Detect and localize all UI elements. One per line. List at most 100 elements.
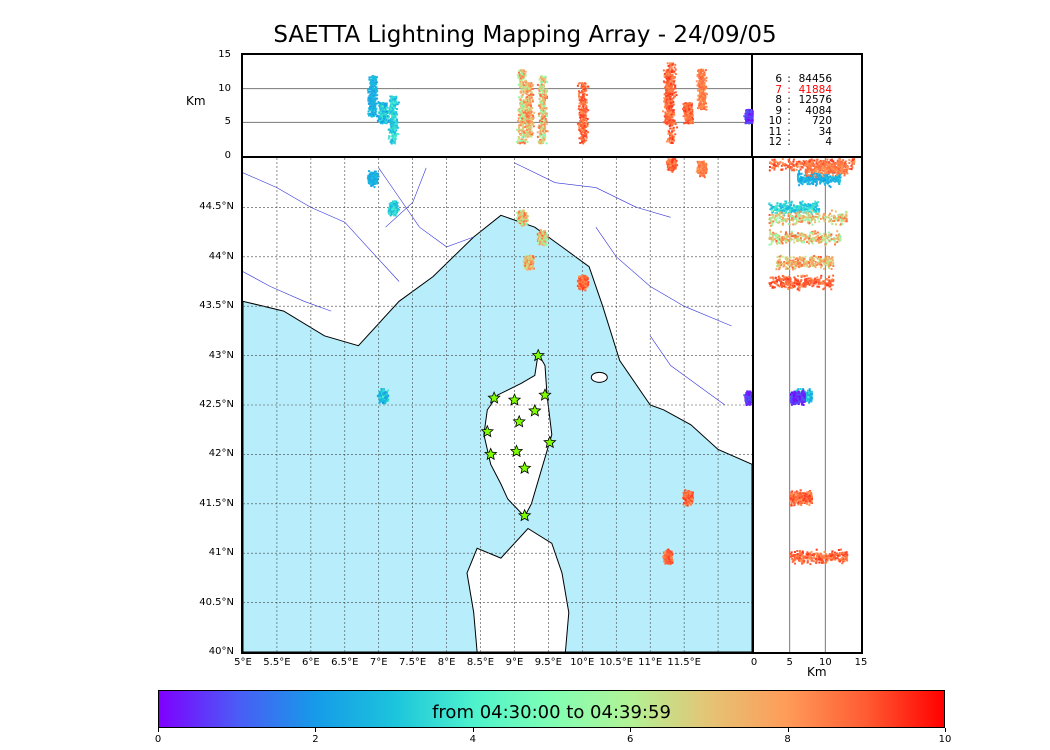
- lightning-cluster-5: [768, 274, 835, 292]
- lon-tick-label: 5.5°E: [263, 657, 291, 668]
- altitude-stat-row: 10: 720: [760, 116, 850, 127]
- lightning-cluster-7: [804, 160, 849, 179]
- stat-altitude: 11: [768, 125, 782, 138]
- lightning-cluster-9: [789, 548, 849, 566]
- station-marker: [538, 388, 552, 401]
- lightning-cluster-3: [536, 229, 549, 247]
- stat-count: 41884: [798, 83, 832, 96]
- lightning-cluster-3: [768, 229, 842, 247]
- colorbar-tickmark: [472, 728, 474, 732]
- lightning-map: [243, 158, 752, 652]
- altitude-stat-row: 7:41884: [760, 83, 850, 96]
- lightning-cluster-7: [695, 160, 708, 179]
- time-colorbar: [158, 690, 945, 728]
- lightning-cluster-1: [387, 200, 400, 217]
- altitude-stat-row: 11: 34: [760, 125, 850, 138]
- lat-tick-label: 41°N: [208, 547, 234, 559]
- river-6: [385, 167, 427, 228]
- corsica-island: [483, 352, 553, 518]
- river-5: [243, 271, 332, 312]
- side-tick-label: 10: [818, 657, 832, 668]
- river-2: [514, 162, 671, 218]
- side-axis-label: Km: [807, 665, 827, 679]
- stat-altitude: 12: [768, 136, 782, 148]
- colorbar-tick-label: 4: [469, 734, 476, 745]
- altitude-axis-label: Km: [186, 94, 206, 108]
- chart-title: SAETTA Lightning Mapping Array - 24/09/0…: [273, 22, 777, 48]
- latitude-altitude-plot: [768, 158, 856, 652]
- river-0: [243, 172, 400, 282]
- lon-tick-label: 6.5°E: [331, 657, 359, 668]
- lon-tick-label: 8°E: [437, 657, 456, 668]
- station-marker: [512, 414, 526, 428]
- stat-separator: :: [787, 83, 791, 96]
- stat-separator: :: [787, 125, 791, 138]
- lat-tick-label: 42°N: [208, 448, 234, 460]
- altitude-tick-label: 15: [218, 49, 231, 60]
- colorbar-tickmark: [945, 728, 946, 732]
- lightning-cluster-5: [576, 274, 590, 292]
- stat-count: 84456: [798, 73, 832, 85]
- lat-tick-label: 42.5°N: [199, 399, 234, 410]
- station-marker: [517, 461, 532, 474]
- latitude-altitude-panel: [752, 156, 863, 654]
- stat-separator: :: [787, 115, 791, 127]
- station-marker: [509, 444, 524, 458]
- station-marker: [507, 393, 522, 406]
- stat-altitude: 9: [775, 104, 782, 117]
- colorbar-tickmark: [787, 728, 789, 732]
- lon-tick-label: 8.5°E: [466, 657, 495, 668]
- altitude-tick-label: 5: [224, 116, 231, 128]
- lightning-cluster-2: [516, 209, 529, 227]
- side-tick-label: 5: [786, 657, 793, 668]
- lat-tick-label: 44°N: [208, 250, 234, 262]
- altitude-stats-table: 6:84456 7:41884 8:12576 9:4084 10:720 11:34 12…: [760, 74, 850, 148]
- lightning-cluster-8: [376, 102, 390, 125]
- lon-tick-label: 9.5°E: [534, 657, 562, 668]
- lightning-cluster-2: [516, 69, 529, 145]
- lightning-cluster-5: [576, 82, 590, 145]
- elba-island: [590, 371, 608, 383]
- lightning-cluster-11: [789, 389, 806, 406]
- altitude-stat-row: 6:84456: [760, 74, 850, 85]
- lightning-cluster-9: [662, 548, 674, 566]
- lightning-cluster-9: [662, 68, 674, 125]
- stat-separator: :: [787, 136, 791, 148]
- lon-tick-label: 11°E: [638, 657, 663, 668]
- lightning-cluster-11: [743, 108, 754, 125]
- lightning-cluster-10: [789, 489, 813, 507]
- stat-separator: :: [787, 73, 791, 85]
- lat-tick-label: 41.5°N: [199, 497, 234, 509]
- lon-tick-label: 7.5°E: [399, 657, 427, 668]
- lightning-cluster-0: [366, 75, 380, 118]
- side-tick-label: 15: [854, 657, 868, 668]
- colorbar-tickmark: [158, 728, 159, 732]
- lon-tick-label: 11.5°E: [667, 657, 701, 668]
- station-marker: [528, 403, 542, 417]
- stat-altitude: 7: [775, 83, 782, 96]
- lat-tick-label: 43°N: [208, 349, 234, 361]
- station-marker: [543, 435, 557, 449]
- lightning-cluster-2: [768, 209, 848, 227]
- altitude-stat-row: 12: 4: [760, 137, 850, 148]
- lightning-cluster-8: [376, 388, 390, 405]
- altitude-tick-label: 10: [218, 82, 231, 94]
- stat-count: 4: [825, 136, 832, 148]
- lightning-cluster-1: [768, 200, 821, 217]
- lightning-cluster-7: [695, 68, 708, 111]
- lon-tick-label: 7°E: [369, 657, 388, 668]
- lightning-cluster-4: [522, 254, 536, 271]
- lightning-cluster-4: [522, 82, 536, 138]
- stat-count: 34: [818, 125, 832, 138]
- stat-count: 12576: [798, 94, 832, 106]
- altitude-longitude-panel: [241, 53, 863, 158]
- station-marker: [484, 447, 498, 461]
- lightning-cluster-1: [387, 95, 400, 145]
- lightning-cluster-11: [743, 389, 752, 406]
- lightning-cluster-10: [682, 102, 695, 125]
- colorbar-tickmark: [630, 728, 632, 732]
- colorbar-tick-label: 2: [312, 734, 319, 745]
- stat-count: 4084: [805, 104, 832, 117]
- lightning-cluster-10: [682, 489, 695, 507]
